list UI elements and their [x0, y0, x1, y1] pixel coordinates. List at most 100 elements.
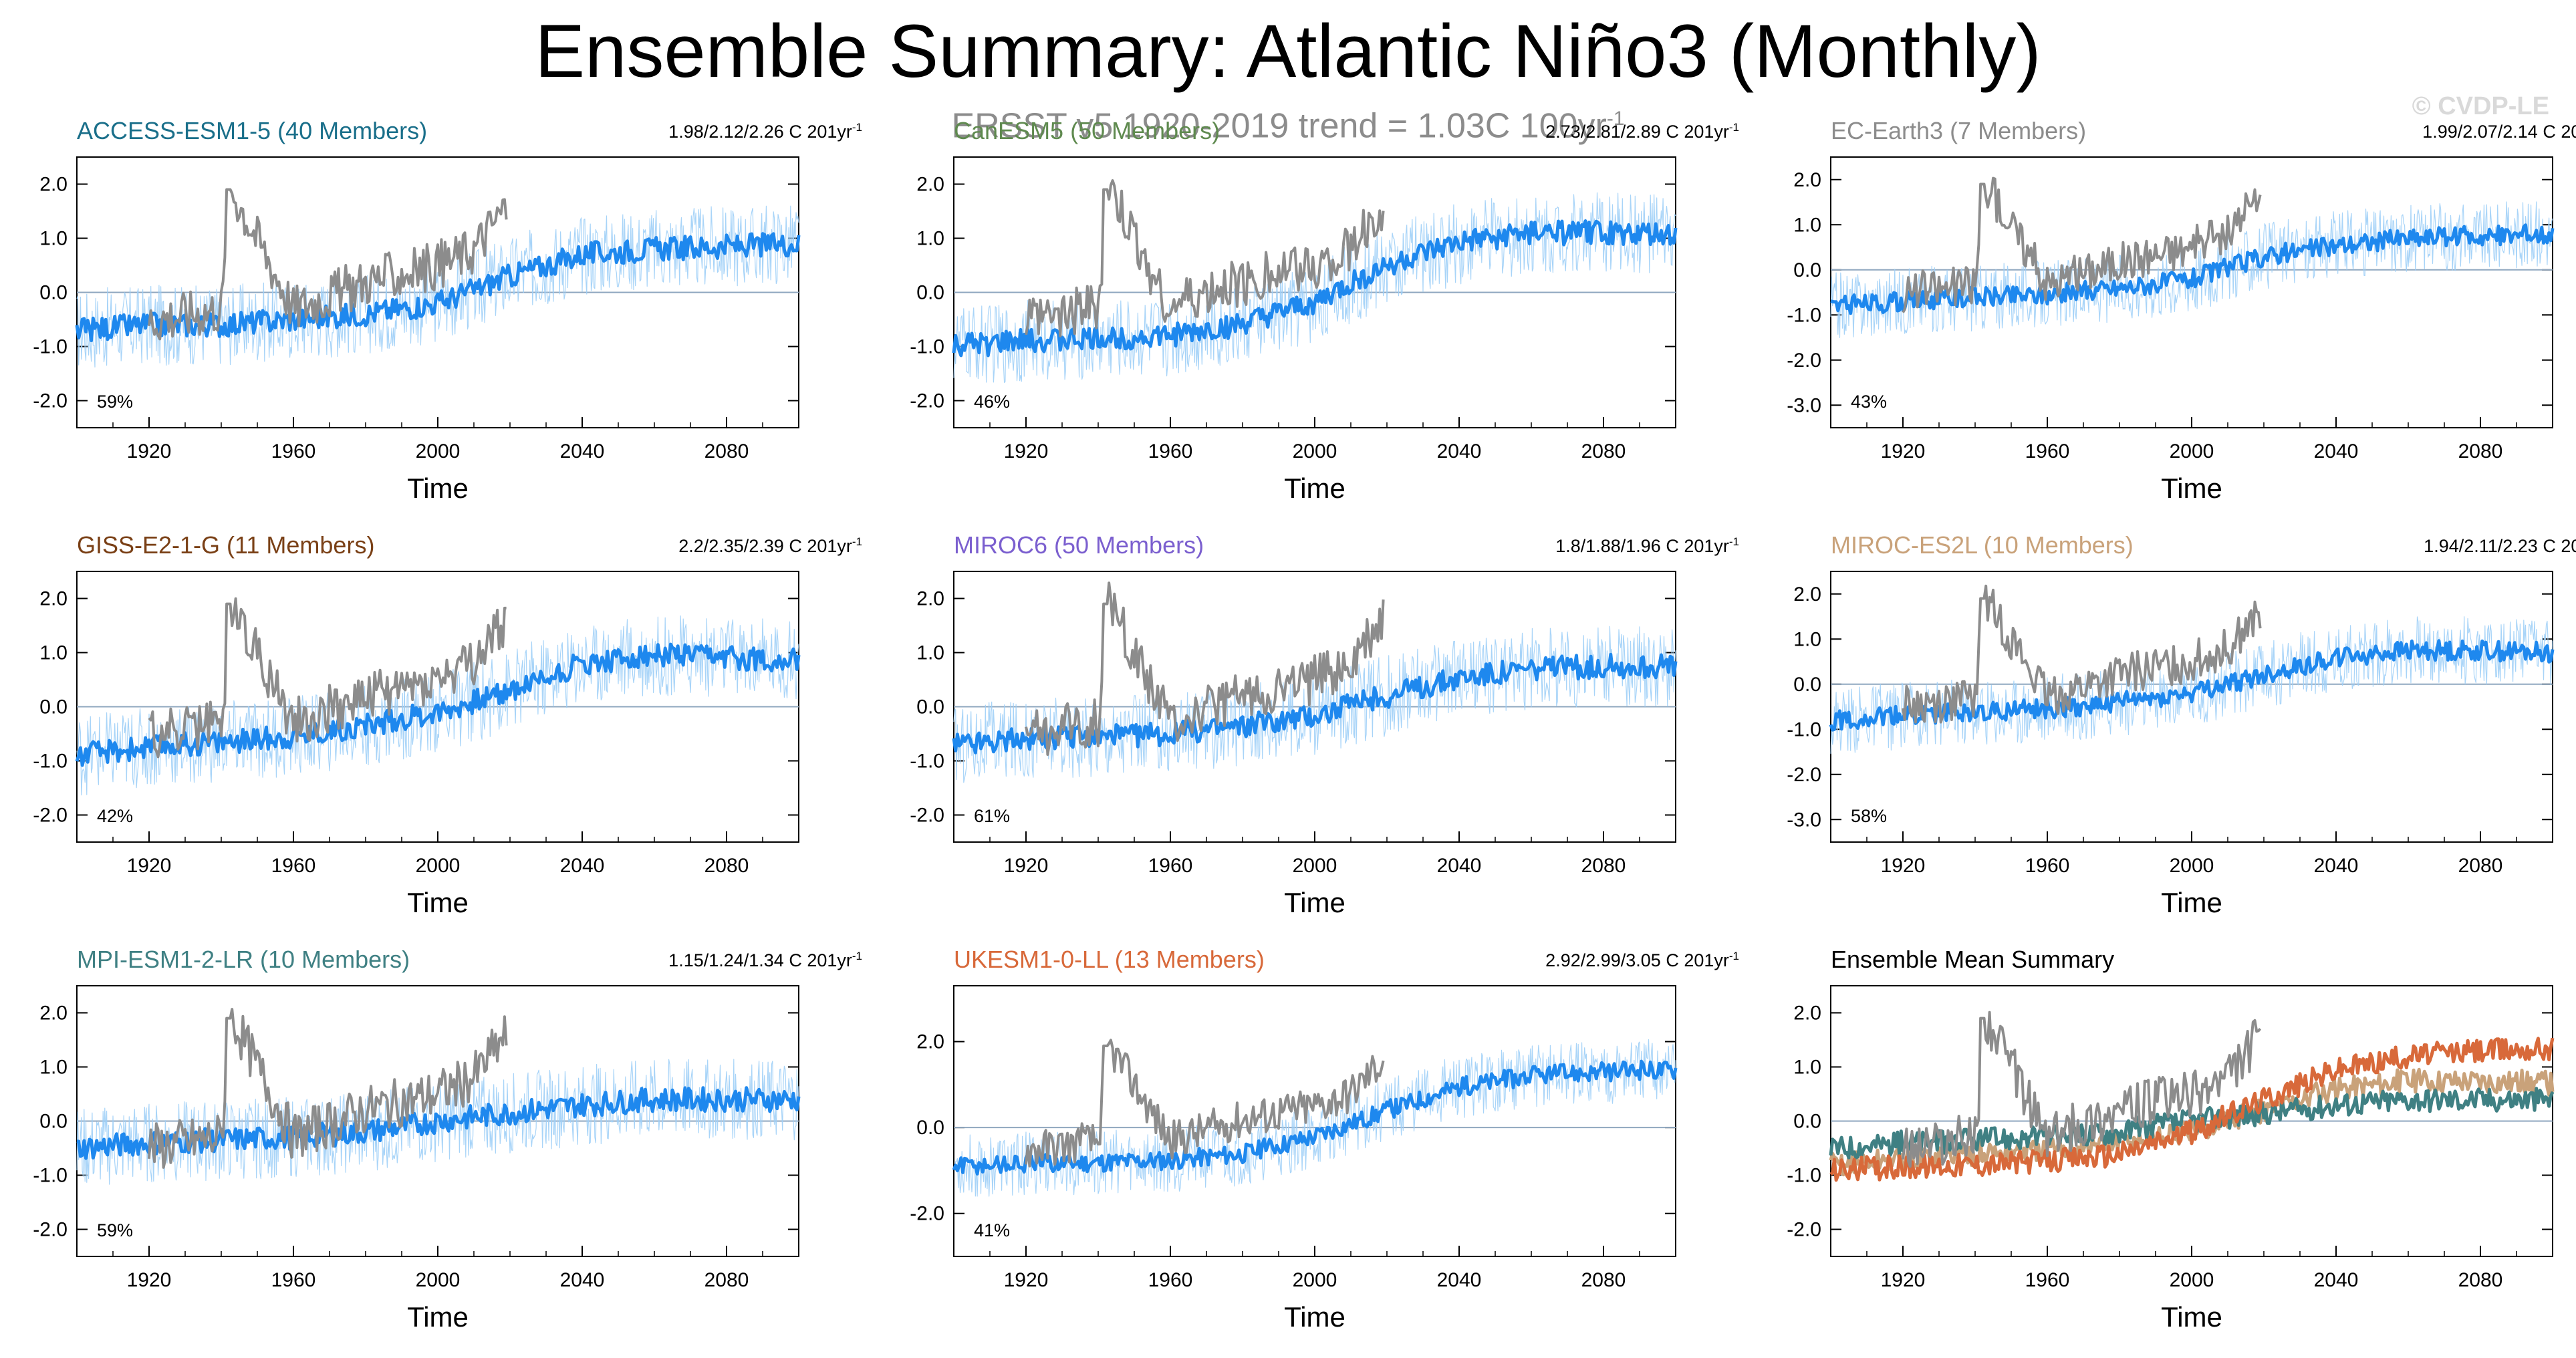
y-tick-label: -1.0 [1787, 304, 1821, 326]
x-axis-title: Time [2161, 887, 2222, 918]
member-spread [953, 192, 1676, 384]
y-tick-label: -2.0 [910, 805, 944, 827]
panel-mpi: MPI-ESM1-2-LR (10 Members) 1.15/1.24/1.3… [0, 946, 869, 1353]
y-tick-label: -2.0 [33, 805, 68, 827]
x-tick-label: 2040 [2314, 440, 2359, 462]
x-tick-label: 2000 [416, 855, 461, 877]
panel-trend: 2.92/2.99/3.05 C 201yr-1 [1545, 950, 1739, 971]
panel-title: ACCESS-ESM1-5 (40 Members) [77, 117, 428, 144]
trend-text: 1.8/1.88/1.96 C 201yr [1555, 536, 1729, 556]
trend-text: 1.98/2.12/2.26 C 201yr [668, 122, 852, 142]
observed-series [1025, 1039, 1385, 1168]
x-axis-title: Time [407, 1301, 469, 1333]
plot-svg: 1920 1960 2000 2040 2080 2.0 1.0 0.0 -1.0 -2.0 46%… [910, 156, 1678, 504]
y-tick-label: 0.0 [1793, 259, 1821, 281]
x-tick-label: 2000 [1293, 1269, 1337, 1291]
trend-exponent: -1 [852, 950, 862, 962]
y-tick-label: 2.0 [1793, 169, 1821, 191]
x-tick-label: 2000 [2170, 440, 2214, 462]
ensemble-mean-series [75, 232, 801, 342]
figure-subtitle: ERSST v5 1920-2019 trend = 1.03C 100yr-1 [0, 99, 2576, 146]
x-tick-label: 2040 [2314, 1269, 2359, 1291]
credit-label: © CVDP-LE [2412, 92, 2549, 120]
y-tick-label: -1.0 [33, 751, 68, 773]
plot-svg: 1920 1960 2000 2040 2080 2.0 1.0 0.0 -1.0 -2.0 42%… [33, 571, 801, 918]
x-axis-title: Time [2161, 1301, 2222, 1333]
x-tick-label: 1960 [2025, 1269, 2070, 1291]
y-tick-label: -2.0 [1787, 350, 1821, 372]
percent-label: 59% [97, 1220, 133, 1240]
panel-title: MIROC-ES2L (10 Members) [1831, 531, 2134, 559]
x-tick-label: 2000 [1293, 440, 1337, 462]
model-mean-series [1829, 1037, 2555, 1182]
panel-title: GISS-E2-1-G (11 Members) [77, 531, 375, 559]
percent-label: 42% [97, 806, 133, 826]
percent-label: 43% [1851, 392, 1887, 412]
y-tick-label: -2.0 [910, 390, 944, 412]
observed-series [148, 188, 508, 341]
y-tick-label: -1.0 [33, 336, 68, 358]
y-tick-label: 1.0 [916, 642, 944, 664]
trend-text: 1.99/2.07/2.14 C 201yr [2422, 122, 2576, 142]
panel-canesm5: CanESM5 (50 Members) 2.73/2.81/2.89 C 20… [877, 117, 1746, 525]
y-tick-label: 2.0 [1793, 1002, 1821, 1025]
panel-trend: 2.2/2.35/2.39 C 201yr-1 [678, 535, 862, 557]
percent-label: 46% [974, 392, 1010, 412]
y-tick-label: 1.0 [39, 1057, 68, 1079]
panel-title: CanESM5 (50 Members) [954, 117, 1220, 144]
y-tick-label: 0.0 [1793, 1111, 1821, 1133]
x-tick-label: 2040 [560, 855, 605, 877]
percent-label: 41% [974, 1220, 1010, 1240]
panel-miroc6: MIROC6 (50 Members) 1.8/1.88/1.96 C 201y… [877, 531, 1746, 939]
member-spread [1830, 616, 2553, 754]
y-tick-label: -2.0 [1787, 1219, 1821, 1241]
plot-svg: 1920 1960 2000 2040 2080 2.0 1.0 0.0 -1.0 -2.0 61%… [910, 571, 1678, 918]
y-tick-label: -2.0 [1787, 764, 1821, 786]
y-tick-label: 0.0 [39, 696, 68, 718]
trend-text: 1.94/2.11/2.23 C 201yr [2424, 536, 2576, 556]
y-tick-label: -1.0 [910, 751, 944, 773]
panel-title: MPI-ESM1-2-LR (10 Members) [77, 946, 410, 973]
x-axis-title: Time [1284, 1301, 1345, 1333]
y-tick-label: 1.0 [39, 642, 68, 664]
y-tick-label: -1.0 [33, 1165, 68, 1187]
x-tick-label: 1920 [1881, 855, 1926, 877]
x-tick-label: 1920 [127, 855, 172, 877]
x-tick-label: 2080 [1581, 1269, 1626, 1291]
observed-series [1025, 179, 1385, 337]
panel-title: MIROC6 (50 Members) [954, 531, 1204, 559]
subtitle-exponent: -1 [1606, 108, 1625, 130]
member-spread [953, 1039, 1676, 1197]
ensemble-mean-series [1830, 223, 2555, 315]
y-tick-label: 2.0 [916, 588, 944, 610]
x-tick-label: 1960 [1148, 1269, 1193, 1291]
x-tick-label: 1960 [271, 440, 316, 462]
x-tick-label: 1920 [1881, 440, 1926, 462]
y-tick-label: 2.0 [1793, 583, 1821, 605]
panel-trend: 1.8/1.88/1.96 C 201yr-1 [1555, 535, 1739, 557]
x-tick-label: 2000 [1293, 855, 1337, 877]
x-tick-label: 2040 [560, 1269, 605, 1291]
panel-access: ACCESS-ESM1-5 (40 Members) 1.98/2.12/2.2… [0, 117, 869, 525]
plot-svg: 1920 1960 2000 2040 2080 2.0 1.0 0.0 -1.0 -2.0 59%… [33, 985, 801, 1333]
panel-trend: 1.99/2.07/2.14 C 201yr-1 [2422, 121, 2576, 142]
x-tick-label: 1920 [1004, 440, 1049, 462]
model-mean-series [1829, 1087, 2555, 1160]
y-tick-label: 1.0 [1793, 628, 1821, 650]
trend-exponent: -1 [1728, 535, 1739, 548]
x-tick-label: 2000 [416, 1269, 461, 1291]
x-tick-label: 2000 [2170, 1269, 2214, 1291]
plot-svg: 1920 1960 2000 2040 2080 2.0 1.0 0.0 -1.0 -2.0 Tim… [1787, 985, 2555, 1333]
plot-frame [953, 985, 1676, 1257]
ensemble-mean-series [952, 1059, 1678, 1176]
x-axis-title: Time [407, 887, 469, 918]
x-tick-label: 1920 [1004, 855, 1049, 877]
y-tick-label: 0.0 [39, 282, 68, 304]
trend-exponent: -1 [852, 535, 862, 548]
panel-title: UKESM1-0-LL (13 Members) [954, 946, 1265, 973]
observed-series [1902, 584, 2262, 724]
observed-series [1902, 1010, 2262, 1168]
ensemble-mean-series [952, 652, 1678, 755]
plot-svg: 1920 1960 2000 2040 2080 2.0 1.0 0.0 -1.0 -2.0 59%… [33, 156, 801, 504]
y-tick-label: -2.0 [910, 1203, 944, 1225]
